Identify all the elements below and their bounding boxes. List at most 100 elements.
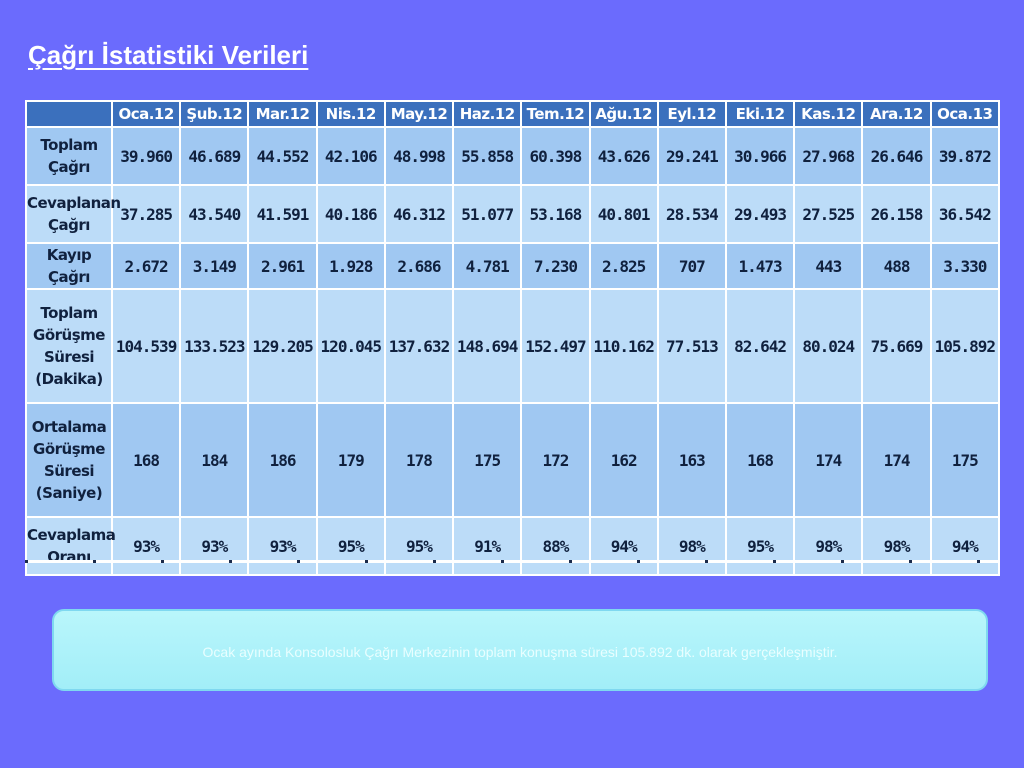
month-header: Ağu.12 [590,102,657,126]
row-label-line: Toplam [40,136,98,154]
table-bottom-rule [25,560,1000,563]
table-cell: 29.241 [658,128,725,184]
corner-cell [27,102,111,126]
statistics-table-container: Oca.12 Şub.12 Mar.12 Nis.12 May.12 Haz.12 Tem.… [25,100,1000,576]
table-cell: 168 [726,404,794,516]
row-label: Cevaplanan Çağrı [27,186,121,242]
row-label-line: Görüşme [33,440,105,458]
row-label-line: (Saniye) [35,484,103,502]
table-cell: 48.998 [385,128,453,184]
table-cell: 488 [863,244,930,288]
table-cell: 43.540 [181,186,248,242]
table-cell: 93% [249,518,316,574]
row-label-line: Çağrı [48,158,90,176]
table-cell: 95% [317,518,384,574]
table-cell: 51.077 [454,186,521,242]
table-cell: 60.398 [522,128,589,184]
month-header: Tem.12 [522,102,589,126]
table-cell: 7.230 [522,244,589,288]
table-cell: 88% [522,518,589,574]
table-cell: 41.591 [249,186,316,242]
table-cell: 91% [454,518,521,574]
table-cell: 1.473 [726,244,794,288]
table-cell: 95% [385,518,453,574]
table-cell: 94% [931,518,998,574]
table-cell: 28.534 [658,186,725,242]
table-cell: 129.205 [249,290,316,402]
table-row: Toplam Çağrı 39.960 46.689 44.552 42.106 48.99… [27,128,998,184]
table-cell: 172 [522,404,589,516]
row-label-line: Cevaplanan [27,194,121,212]
table-cell: 110.162 [590,290,657,402]
table-cell: 26.646 [863,128,930,184]
table-cell: 98% [863,518,930,574]
table-cell: 43.626 [590,128,657,184]
table-cell: 133.523 [181,290,248,402]
row-label-line: Çağrı [48,216,90,234]
row-label-line: Ortalama [31,418,107,436]
month-header: Haz.12 [454,102,521,126]
table-cell: 29.493 [726,186,794,242]
table-cell: 137.632 [385,290,453,402]
table-cell: 104.539 [113,290,180,402]
table-cell: 27.968 [795,128,862,184]
table-cell: 443 [795,244,862,288]
header-row: Oca.12 Şub.12 Mar.12 Nis.12 May.12 Haz.12 Tem.… [27,102,998,126]
table-cell: 148.694 [454,290,521,402]
row-label-line: Süresi [43,348,95,366]
table-cell: 174 [863,404,930,516]
table-cell: 120.045 [317,290,384,402]
table-cell: 98% [658,518,725,574]
month-header: Şub.12 [181,102,248,126]
table-cell: 105.892 [931,290,998,402]
month-header: Oca.13 [931,102,998,126]
table-cell: 175 [454,404,521,516]
table-cell: 93% [113,518,180,574]
table-cell: 184 [181,404,248,516]
table-cell: 46.312 [385,186,453,242]
month-header: May.12 [385,102,453,126]
table-cell: 2.961 [249,244,316,288]
table-cell: 2.672 [113,244,180,288]
table-cell: 40.186 [317,186,384,242]
table-cell: 42.106 [317,128,384,184]
table-cell: 80.024 [795,290,862,402]
table-row: Toplam Görüşme Süresi (Dakika) 104.539 133.52… [27,290,998,402]
table-cell: 178 [385,404,453,516]
table-cell: 55.858 [454,128,521,184]
table-cell: 27.525 [795,186,862,242]
row-label-line: Toplam [40,304,98,322]
page-title: Çağrı İstatistiki Verileri [28,40,309,70]
row-label: Kayıp Çağrı [27,244,111,288]
table-cell: 4.781 [454,244,521,288]
table-cell: 93% [181,518,248,574]
table-cell: 40.801 [590,186,657,242]
row-label: Ortalama Görüşme Süresi (Saniye) [27,404,111,516]
table-cell: 44.552 [249,128,316,184]
summary-note-text: Ocak ayında Konsolosluk Çağrı Merkezinin… [202,644,838,660]
table-cell: 3.330 [931,244,998,288]
table-row: Ortalama Görüşme Süresi (Saniye) 168 184 186 17… [27,404,998,516]
row-label-line: (Dakika) [35,370,103,388]
month-header: Mar.12 [249,102,316,126]
table-cell: 3.149 [181,244,248,288]
row-label: Toplam Çağrı [27,128,111,184]
table-cell: 98% [795,518,862,574]
table-cell: 174 [795,404,862,516]
table-cell: 77.513 [658,290,725,402]
month-header: Kas.12 [795,102,862,126]
table-cell: 39.960 [113,128,180,184]
month-header: Ara.12 [863,102,930,126]
table-cell: 168 [113,404,180,516]
table-cell: 26.158 [863,186,930,242]
summary-note-box: Ocak ayında Konsolosluk Çağrı Merkezinin… [52,609,988,691]
table-cell: 179 [317,404,384,516]
month-header: Eyl.12 [658,102,725,126]
month-header: Eki.12 [726,102,794,126]
row-label-line: Cevaplama [27,526,116,544]
table-cell: 53.168 [522,186,589,242]
table-row: Kayıp Çağrı 2.672 3.149 2.961 1.928 2.686 4.78… [27,244,998,288]
table-cell: 37.285 [113,186,180,242]
row-label-line: Oranı [47,548,91,566]
row-label: Cevaplama Oranı [27,518,116,574]
